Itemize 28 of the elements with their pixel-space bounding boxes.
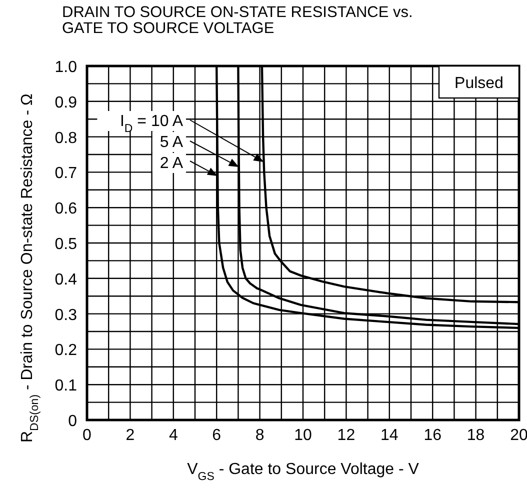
y-tick-label: 0.8 bbox=[54, 130, 78, 147]
legend-label: 5 A bbox=[160, 134, 184, 151]
y-tick-label: 0.3 bbox=[54, 306, 78, 324]
x-tick-label: 14 bbox=[380, 427, 398, 444]
text: I$_{D}$ = 10 A bbox=[120, 113, 184, 135]
x-tick-label: 8 bbox=[255, 427, 264, 444]
y-tick-label: 1.0 bbox=[54, 59, 78, 76]
y-tick-label: 0 bbox=[68, 413, 78, 430]
x-tick-label: 2 bbox=[126, 427, 135, 444]
y-tick-label: 0.4 bbox=[54, 271, 78, 288]
y-tick-label: 0.5 bbox=[54, 236, 78, 253]
y-tick-label: 0.2 bbox=[54, 342, 78, 360]
x-tick-label: 12 bbox=[337, 427, 356, 444]
x-axis-title: V$_{GS}$ - Gate to Source Voltage - V bbox=[187, 461, 420, 483]
x-tick-label: 16 bbox=[424, 427, 442, 444]
y-tick-label: 0.6 bbox=[54, 200, 78, 218]
y-tick-label: 0.7 bbox=[54, 165, 78, 182]
x-tick-label: 20 bbox=[510, 427, 527, 444]
annotation: Pulsed bbox=[454, 75, 504, 92]
chart-title: DRAIN TO SOURCE ON-STATE RESISTANCE vs. GATE TO SOURCE VOLTAGE bbox=[62, 4, 413, 37]
x-tick-label: 10 bbox=[294, 427, 312, 444]
x-tick-label: 4 bbox=[168, 427, 178, 444]
legend-label: 2 A bbox=[160, 155, 184, 172]
y-tick-label: 0.9 bbox=[54, 94, 78, 112]
x-tick-label: 6 bbox=[212, 427, 222, 444]
y-tick-label: 0.1 bbox=[54, 378, 78, 395]
x-tick-label: 0 bbox=[82, 427, 92, 444]
x-tick-label: 18 bbox=[466, 427, 485, 444]
